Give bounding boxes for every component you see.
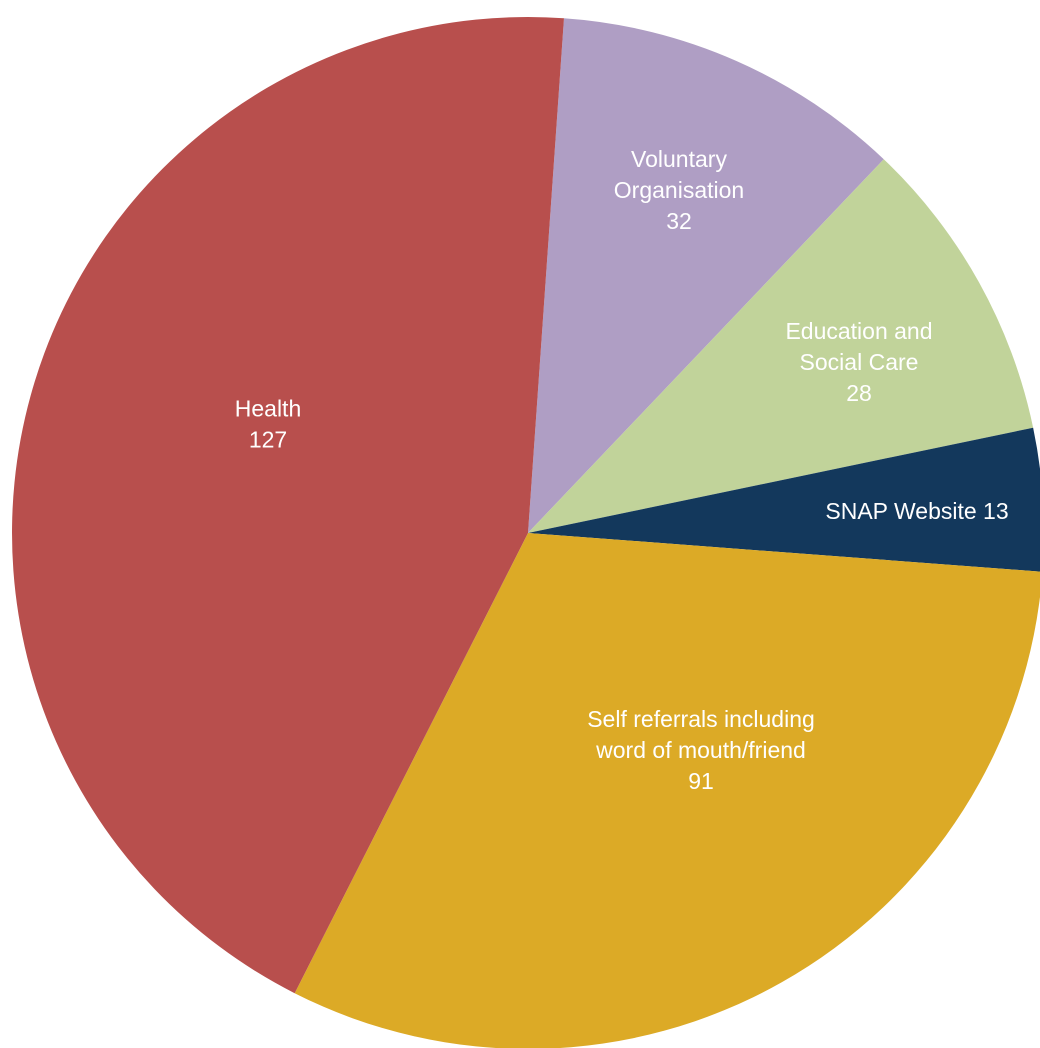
pie-slice-snap-website bbox=[528, 427, 1040, 572]
slice-label-line-education-and: Social Care bbox=[800, 349, 919, 375]
slice-label-line-self-referrals-including: Self referrals including bbox=[587, 706, 815, 732]
slice-label-line-snap-website: SNAP Website 13 bbox=[825, 498, 1008, 524]
slice-label-line-self-referrals-including: word of mouth/friend bbox=[595, 737, 806, 763]
slice-value-voluntary: 32 bbox=[666, 208, 692, 234]
pie-slice-education-and bbox=[528, 159, 1034, 533]
slice-label-education-and: Education and Social Care 28 bbox=[785, 318, 932, 406]
pie-slice-voluntary bbox=[528, 18, 884, 533]
pie-slice-self-referrals-including bbox=[294, 533, 1040, 1048]
slice-value-health: 127 bbox=[249, 427, 287, 453]
pie-slice-health bbox=[12, 17, 564, 994]
slice-label-self-referrals-including: Self referrals including word of mouth/fr… bbox=[587, 706, 815, 794]
slice-label-line-voluntary: Voluntary bbox=[631, 146, 727, 172]
slice-label-voluntary: Voluntary Organisation 32 bbox=[614, 146, 744, 234]
slice-value-self-referrals-including: 91 bbox=[688, 768, 714, 794]
slice-label-health: Health 127 bbox=[235, 396, 301, 453]
slice-label-line-education-and: Education and bbox=[785, 318, 932, 344]
slice-label-line-health: Health bbox=[235, 396, 301, 422]
slice-label-snap-website: SNAP Website 13 bbox=[825, 498, 1008, 524]
slice-value-education-and: 28 bbox=[846, 380, 872, 406]
slice-label-line-voluntary: Organisation bbox=[614, 177, 744, 203]
